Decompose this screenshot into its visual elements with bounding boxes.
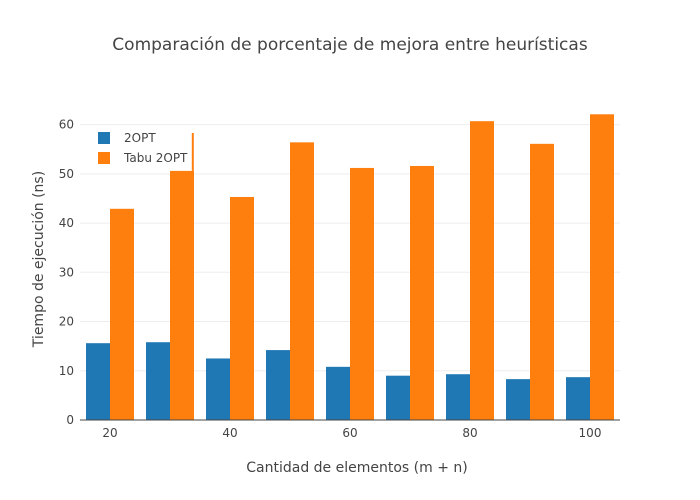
bar-2opt-40[interactable]: [206, 358, 230, 420]
bar-tabu-2opt-100[interactable]: [590, 114, 614, 420]
bar-tabu-2opt-20[interactable]: [110, 208, 134, 420]
bar-2opt-70[interactable]: [386, 375, 410, 420]
bar-tabu-2opt-80[interactable]: [470, 121, 494, 421]
y-axis-label: Tiempo de ejecución (ns): [31, 171, 47, 348]
x-axis-label: Cantidad de elementos (m + n): [246, 460, 467, 476]
bar-2opt-50[interactable]: [266, 350, 290, 420]
axes: 0 10 20 30 40 50 60 20 40 60 80 100: [59, 118, 620, 440]
legend-swatch[interactable]: [98, 132, 110, 144]
legend-label[interactable]: Tabu 2OPT: [123, 151, 188, 165]
legend[interactable]: 2OPT Tabu 2OPT: [98, 131, 188, 165]
bar-tabu-2opt-70[interactable]: [410, 165, 434, 420]
x-tick-label: 20: [102, 426, 117, 440]
y-tick-label: 30: [59, 265, 74, 279]
bar-2opt-60[interactable]: [326, 366, 350, 420]
x-tick-label: 40: [222, 426, 237, 440]
bar-tabu-2opt-50[interactable]: [290, 142, 314, 420]
y-tick-label: 50: [59, 167, 74, 181]
bar-tabu-2opt-90[interactable]: [530, 143, 554, 420]
y-tick-label: 10: [59, 364, 74, 378]
bar-2opt-80[interactable]: [446, 374, 470, 420]
y-tick-label: 40: [59, 216, 74, 230]
y-tick-label: 60: [59, 118, 74, 132]
y-tick-label: 20: [59, 315, 74, 329]
bar-2opt-20[interactable]: [86, 343, 110, 420]
chart-title: Comparación de porcentaje de mejora entr…: [112, 35, 588, 55]
bars: [86, 114, 614, 421]
bar-2opt-100[interactable]: [566, 377, 590, 420]
bar-tabu-2opt-60[interactable]: [350, 167, 374, 420]
x-tick-label: 100: [579, 426, 602, 440]
x-tick-label: 60: [342, 426, 357, 440]
x-tick-label: 80: [462, 426, 477, 440]
legend-swatch[interactable]: [98, 152, 110, 164]
bar-2opt-90[interactable]: [506, 379, 530, 420]
bar-2opt-30[interactable]: [146, 342, 170, 420]
bar-tabu-2opt-30[interactable]: [170, 170, 194, 420]
y-tick-label: 0: [66, 413, 74, 427]
bar-tabu-2opt-40[interactable]: [230, 196, 254, 420]
legend-label[interactable]: 2OPT: [124, 131, 156, 145]
